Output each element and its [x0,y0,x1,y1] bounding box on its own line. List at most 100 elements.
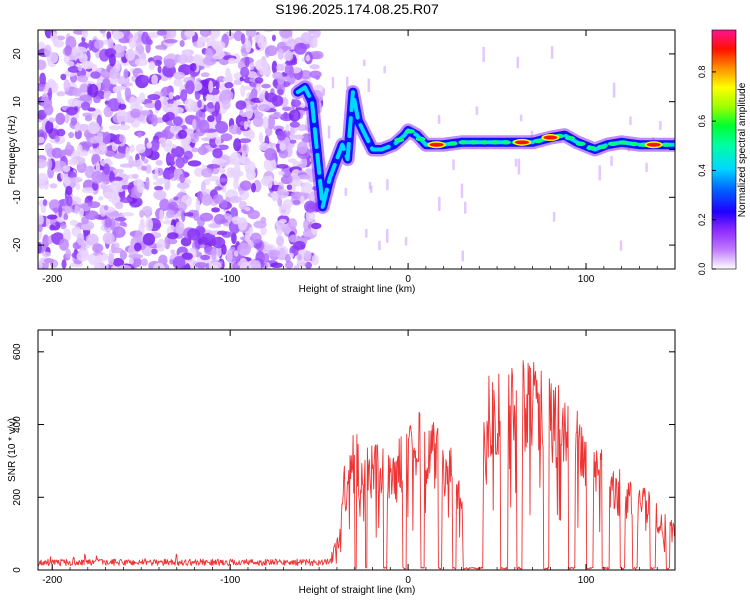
spectrogram-noise-cell [307,30,318,34]
spectrogram-noise-cell [229,151,242,166]
spectrogram-noise-cell [85,233,99,246]
spectrogram-noise-cell [144,102,157,109]
spectrogram-noise-cell [173,168,178,181]
spectrogram-noise-cell [145,164,152,174]
spectrogram-ridge-blob [415,136,426,142]
spectrogram-noise-cell [258,104,271,112]
spectrogram-noise-cell [277,48,284,60]
spectrogram-noise-cell [194,167,204,177]
spectrogram-noise-cell [254,77,264,84]
spectrogram-noise-cell [141,165,147,171]
spectrogram-noise-cell [157,65,162,74]
snr-x-axis-label: Height of straight line (km) [299,585,416,596]
spectrogram-noise-cell [172,104,179,114]
spectrogram-peak [646,142,661,147]
spectrogram-ridge-blob [586,145,597,151]
spectrogram-noise-cell [129,96,137,107]
spectrogram-noise-cell [309,70,322,79]
spectrogram-ridge-blob [532,138,543,144]
spectrogram-y-tick-label: -10 [12,190,23,205]
spectrogram-streak [452,159,455,170]
spectrogram-noise-cell [309,64,320,70]
spectrogram-noise-cell [112,152,126,159]
spectrogram-noise-cell [192,119,197,130]
spectrogram-ridge-blob [447,141,458,146]
spectrogram-noise-cell [287,175,293,183]
spectrogram-noise-cell [177,54,188,65]
spectrogram-noise-cell [270,192,280,197]
spectrogram-peak [543,135,558,140]
spectrogram-x-tick-label: 100 [578,274,595,285]
spectrogram-noise-cell [288,218,298,230]
spectrogram-noise-cell [253,111,264,119]
spectrogram-noise-cell [214,101,221,114]
spectrogram-noise-cell [129,257,134,265]
spectrogram-noise-cell [109,170,115,184]
spectrogram-noise-cell [279,142,286,151]
spectrogram-noise-cell [278,149,289,159]
spectrogram-noise-cell [211,40,226,51]
colorbar-tick-label: 0.4 [697,164,707,177]
spectrogram-streak [645,162,648,172]
spectrogram-noise-cell [215,136,222,146]
spectrogram-noise-cell [199,244,206,249]
spectrogram-streak [619,240,623,251]
spectrogram-noise-cell [211,236,226,249]
spectrogram-noise-cell [154,185,164,191]
spectrogram-noise-cell [245,105,254,119]
spectrogram-noise-cell [305,54,311,62]
spectrogram-noise-cell [102,131,111,145]
spectrogram-streak [368,181,372,190]
spectrogram-noise-cell [237,217,248,231]
spectrogram-noise-cell [78,207,84,218]
spectrogram-noise-cell [201,30,208,36]
spectrogram-noise-cell [300,195,305,204]
spectrogram-noise-cell [293,240,306,251]
spectrogram-noise-cell [245,40,252,53]
spectrogram-noise-cell [65,106,78,116]
spectrogram-noise-cell [303,250,312,261]
snr-y-tick-label: 0 [12,567,23,573]
spectrogram-noise-cell [240,84,246,97]
spectrogram-noise-cell [49,183,58,189]
spectrogram-noise-cell [112,168,124,174]
spectrogram-noise-cell [194,262,208,269]
spectrogram-noise-cell [62,165,71,172]
spectrogram-noise-cell [233,250,239,257]
spectrogram-noise-cell [305,209,316,223]
spectrogram-noise-cell [233,79,243,86]
spectrogram-noise-cell [271,60,278,74]
spectrogram-y-tick-label: 10 [12,96,23,108]
spectrogram-noise-cell [225,67,231,80]
spectrogram-noise-cell [81,60,94,70]
spectrogram-noise-cell [180,236,192,247]
spectrogram-noise-cell [199,212,214,222]
spectrogram-noise-cell [125,146,130,160]
spectrogram-noise-cell [258,93,265,102]
spectrogram-noise-cell [247,209,260,220]
spectrogram-noise-cell [136,179,145,193]
spectrogram-noise-cell [107,38,114,49]
spectrogram-noise-cell [205,94,216,102]
spectrogram-noise-cell [77,64,83,72]
spectrogram-noise-cell [186,106,193,111]
spectrogram-noise-cell [189,132,200,144]
spectrogram-noise-cell [289,125,295,140]
spectrogram-noise-cell [111,243,116,254]
spectrogram-noise-cell [52,168,62,173]
spectrogram-noise-cell [108,53,116,67]
spectrogram-streak [475,106,479,115]
spectrogram-noise-cell [63,176,71,186]
spectrogram-noise-cell [177,129,188,139]
snr-x-tick-label: -100 [220,575,240,586]
spectrogram-noise-cell [263,157,277,172]
spectrogram-noise-cell [166,140,173,147]
colorbar-tick-label: 0.2 [697,213,707,226]
spectrogram-noise-cell [164,38,178,44]
spectrogram-noise-cell [271,95,284,107]
spectrogram-noise-cell [87,83,99,98]
spectrogram-noise-cell [108,211,120,217]
spectrogram-noise-cell [140,223,146,229]
spectrogram-noise-cell [79,83,89,93]
spectrogram-noise-cell [277,88,284,95]
